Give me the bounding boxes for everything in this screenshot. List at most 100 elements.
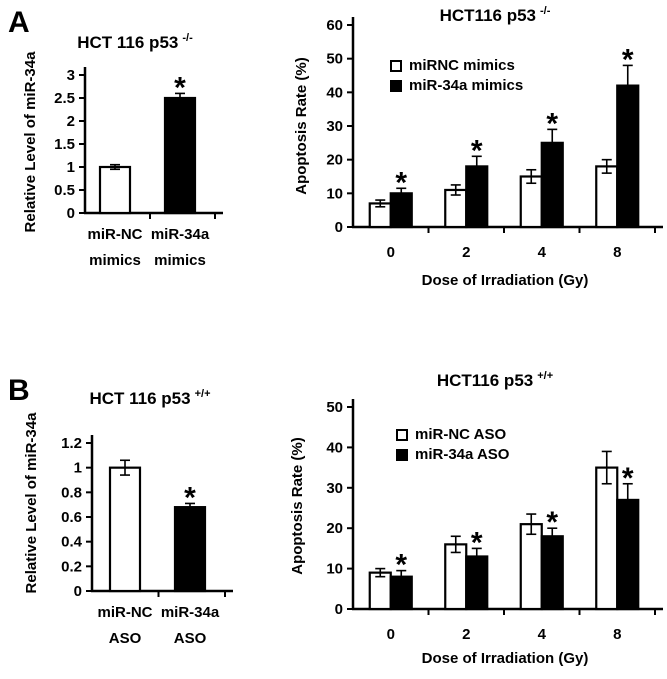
y-tick-label: 60 [326, 17, 343, 34]
filled-square-icon [396, 449, 408, 461]
category-label: miR-NC [88, 226, 143, 243]
significance-asterisk: * [546, 107, 558, 140]
x-tick-label: 0 [387, 244, 395, 261]
y-tick-label: 0.8 [61, 484, 82, 501]
legend-item: miR-34a ASO [396, 447, 509, 463]
significance-asterisk: * [395, 166, 407, 199]
legend-label: miR-34a mimics [409, 77, 524, 94]
chart-title-b-right: HCT116 p53 +/+ [375, 370, 615, 391]
y-tick-label: 1.2 [61, 435, 82, 452]
y-axis-label-b-left: Relative Level of miR-34a [23, 412, 40, 594]
chart-plot-a-right: 0 10 20 30 40 50 60 0 2 4 8 * * * * [326, 17, 663, 261]
significance-asterisk: * [546, 506, 558, 539]
x-axis-label-b-right: Dose of Irradiation (Gy) [421, 650, 589, 667]
x-tick-label: 2 [462, 626, 470, 643]
filled-square-icon [390, 80, 402, 92]
y-axis-label-a-left: Relative Level of miR-34a [22, 51, 39, 233]
y-tick-label: 0.6 [61, 509, 82, 526]
y-tick-label: 0 [67, 205, 75, 222]
white-bar [595, 466, 619, 611]
white-bar [595, 165, 619, 229]
white-bar [368, 571, 392, 611]
open-square-icon [390, 60, 402, 72]
white-bar [98, 165, 132, 215]
y-tick-label: 0.2 [61, 558, 82, 575]
significance-asterisk: * [174, 71, 186, 104]
chart-title-text: HCT 116 p53 [77, 33, 179, 52]
y-tick-label: 10 [326, 561, 343, 578]
x-tick-label: 8 [613, 244, 621, 261]
panel-b-label: B [8, 374, 30, 407]
chart-plot-b-left: 0 0.2 0.4 0.6 0.8 1 1.2 miR-NC ASO * miR-34a ASO [61, 435, 233, 647]
y-axis-label-b-right: Apoptosis Rate (%) [289, 437, 306, 575]
y-tick-label: 30 [326, 118, 343, 135]
y-tick-label: 50 [326, 399, 343, 416]
legend-label: miR-34a ASO [415, 446, 510, 463]
category-label: ASO [174, 630, 207, 647]
title-superscript: +/+ [194, 388, 211, 400]
category-label: ASO [109, 630, 142, 647]
x-tick-label: 4 [538, 244, 547, 261]
y-tick-label: 20 [326, 520, 343, 537]
chart-title-a-right: HCT116 p53 -/- [375, 5, 615, 26]
black-bar [616, 84, 640, 229]
title-superscript: -/- [540, 5, 551, 17]
chart-plot-a-left: 0 0.5 1 1.5 2 2.5 3 miR-NC mimics * miR-34a mimics [54, 67, 223, 269]
y-tick-label: 3 [67, 67, 75, 84]
x-tick-label: 8 [613, 626, 621, 643]
legend-label: miRNC mimics [409, 57, 515, 74]
y-axis-label-a-right: Apoptosis Rate (%) [293, 57, 310, 195]
y-tick-label: 30 [326, 480, 343, 497]
y-tick-label: 0 [74, 583, 82, 600]
y-tick-label: 2.5 [54, 90, 75, 107]
chart-title-b-left: HCT 116 p53 +/+ [50, 388, 250, 409]
y-tick-label: 50 [326, 51, 343, 68]
x-tick-label: 2 [462, 244, 470, 261]
y-tick-label: 0 [335, 219, 343, 236]
significance-asterisk: * [184, 481, 196, 514]
y-tick-label: 40 [326, 84, 343, 101]
legend-b-right: miR-NC ASO miR-34a ASO [396, 427, 509, 463]
significance-asterisk: * [622, 462, 634, 495]
chart-title-text: HCT 116 p53 [89, 389, 191, 408]
significance-asterisk: * [471, 134, 483, 167]
y-tick-label: 1 [74, 460, 82, 477]
chart-title-a-left: HCT 116 p53 -/- [35, 32, 235, 53]
significance-asterisk: * [395, 549, 407, 582]
y-tick-label: 0 [335, 601, 343, 618]
panel-a-label: A [8, 6, 30, 39]
chart-plot-b-right: 0 10 20 30 40 50 0 2 4 8 * * * * [326, 399, 663, 643]
legend-item: miRNC mimics [390, 58, 523, 74]
category-label: mimics [89, 252, 141, 269]
y-tick-label: 0.5 [54, 182, 75, 199]
x-axis-label-a-right: Dose of Irradiation (Gy) [421, 272, 589, 289]
x-tick-label: 4 [538, 626, 547, 643]
black-bar [163, 96, 197, 215]
chart-title-text: HCT116 p53 [436, 371, 534, 390]
category-label: miR-34a [161, 604, 220, 621]
legend-item: miR-34a mimics [390, 78, 523, 94]
y-tick-label: 1 [67, 159, 75, 176]
y-tick-label: 0.4 [61, 534, 83, 551]
legend-a-right: miRNC mimics miR-34a mimics [390, 58, 523, 94]
y-tick-label: 1.5 [54, 136, 75, 153]
y-tick-label: 2 [67, 113, 75, 130]
black-bar [540, 535, 564, 611]
category-label: miR-NC [98, 604, 153, 621]
y-tick-label: 10 [326, 185, 343, 202]
significance-asterisk: * [622, 43, 634, 76]
y-tick-label: 40 [326, 439, 343, 456]
white-bar [444, 543, 468, 611]
black-bar [173, 506, 207, 593]
significance-asterisk: * [471, 526, 483, 559]
y-tick-label: 20 [326, 152, 343, 169]
category-label: mimics [154, 252, 206, 269]
chart-title-text: HCT116 p53 [439, 6, 536, 25]
open-square-icon [396, 429, 408, 441]
category-label: miR-34a [151, 226, 210, 243]
x-tick-label: 0 [387, 626, 395, 643]
title-superscript: +/+ [537, 370, 554, 382]
white-bar [519, 175, 543, 229]
white-bar [519, 523, 543, 611]
